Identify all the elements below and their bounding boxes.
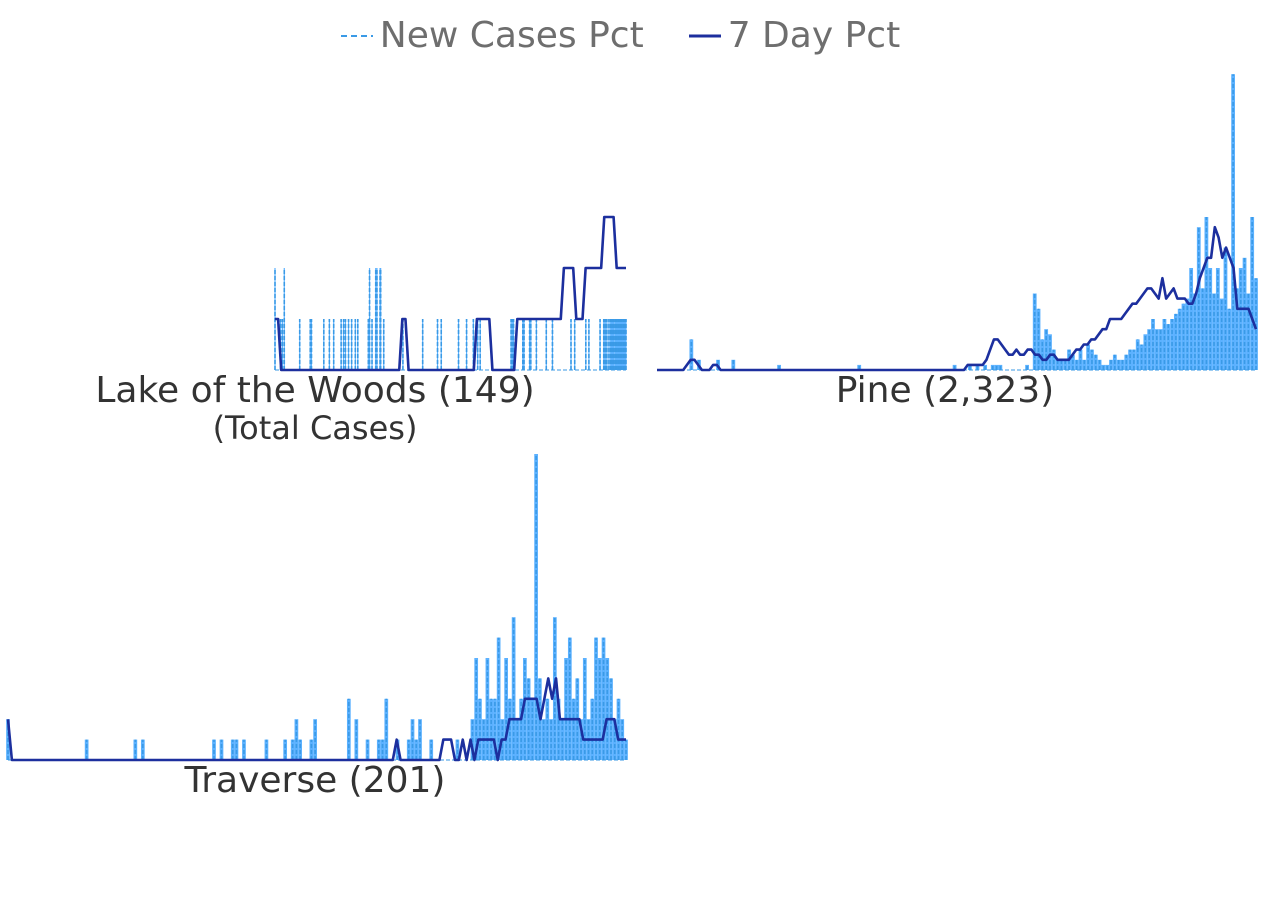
legend-item-new-cases[interactable]: New Cases Pct <box>340 14 644 58</box>
new-cases-bar <box>309 739 314 760</box>
new-cases-bar <box>624 739 628 760</box>
legend-label-new-cases: New Cases Pct <box>379 15 644 56</box>
new-cases-bar <box>1063 359 1068 370</box>
new-cases-bar <box>406 739 411 760</box>
new-cases-bar <box>140 739 145 760</box>
new-cases-bar <box>365 739 370 760</box>
new-cases-bar <box>230 739 235 760</box>
new-cases-bar <box>380 739 385 760</box>
new-cases-bar <box>219 739 224 760</box>
panel-subtitle: (Total Cases) <box>212 409 418 447</box>
new-cases-bar <box>84 739 89 760</box>
new-cases-bar <box>290 739 295 760</box>
new-cases-bar <box>1173 313 1178 370</box>
new-cases-bar <box>526 678 531 760</box>
new-cases-bar <box>1048 334 1052 370</box>
legend-item-seven-day[interactable]: 7 Day Pct <box>688 14 901 58</box>
new-cases-bar <box>1082 359 1087 370</box>
new-cases-bar <box>1051 349 1056 370</box>
panel-lake-of-the-woods: Lake of the Woods (149) (Total Cases) <box>0 60 630 450</box>
new-cases-bar <box>1074 359 1079 370</box>
panel-title: Pine (2,323) <box>650 372 1240 410</box>
new-cases-bar <box>1132 349 1136 370</box>
panel-traverse: Traverse (201) <box>0 450 630 810</box>
new-cases-bar <box>242 739 246 760</box>
new-cases-bar <box>376 739 381 760</box>
new-cases-bar <box>298 739 302 760</box>
new-cases-bar <box>429 739 434 760</box>
new-cases-bar <box>1078 349 1083 370</box>
new-cases-bar <box>1143 334 1148 370</box>
new-cases-bar <box>1196 227 1201 370</box>
panel-title-text: Lake of the Woods (149) <box>95 370 535 411</box>
legend-swatch-dashed <box>340 35 373 37</box>
new-cases-bar <box>234 739 239 760</box>
seven-day-line <box>275 215 626 372</box>
new-cases-bar <box>455 739 460 760</box>
panel-title: Lake of the Woods (149) (Total Cases) <box>0 370 630 447</box>
new-cases-bar <box>1116 359 1121 370</box>
plot-traverse <box>6 454 628 762</box>
panel-title-text: Pine (2,323) <box>835 370 1055 411</box>
new-cases-bar <box>1200 288 1205 370</box>
panel-title: Traverse (201) <box>0 762 630 800</box>
new-cases-bar <box>1120 359 1125 370</box>
seven-day-line <box>6 677 626 762</box>
new-cases-bar <box>414 739 419 760</box>
new-cases-bar <box>1166 324 1171 370</box>
new-cases-bar <box>511 617 516 760</box>
new-cases-bar <box>731 359 736 370</box>
new-cases-bar <box>1204 217 1209 370</box>
new-cases-bar <box>1250 217 1255 370</box>
new-cases-bar <box>1109 359 1113 370</box>
panel-title-text: Traverse (201) <box>184 760 446 801</box>
legend-label-seven-day: 7 Day Pct <box>727 15 901 56</box>
plot-lake-of-the-woods <box>274 215 627 372</box>
new-cases-bar <box>1128 349 1132 370</box>
new-cases-bar <box>264 739 269 760</box>
new-cases-bar <box>1097 359 1102 370</box>
new-cases-bar <box>1219 298 1224 370</box>
new-cases-bar <box>133 739 138 760</box>
new-cases-bar <box>1185 298 1190 370</box>
new-cases-bar <box>1090 349 1094 370</box>
new-cases-bar <box>283 739 288 760</box>
plot-pine <box>657 74 1258 372</box>
seven-day-line <box>657 225 1258 372</box>
legend-swatch-solid <box>688 34 721 38</box>
new-cases-bar <box>1055 359 1060 370</box>
new-cases-bar <box>1235 288 1239 370</box>
new-cases-bar <box>1059 359 1064 370</box>
panel-pine: Pine (2,323) <box>650 60 1260 420</box>
new-cases-bar <box>212 739 216 760</box>
chart-legend: New Cases Pct 7 Day Pct <box>0 14 1240 58</box>
